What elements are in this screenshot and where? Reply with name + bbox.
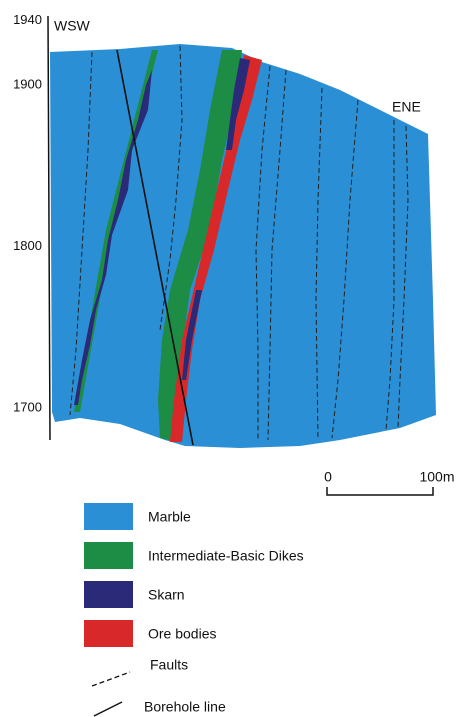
scale-bar [326,487,434,496]
elevation-label: 1900 [13,76,42,91]
legend-label: Marble [148,509,191,525]
west-label: WSW [54,18,91,34]
elevation-label: 1940 [13,12,42,27]
legend-label: Ore bodies [148,626,216,642]
main-dike [158,50,242,442]
legend-swatch [84,503,133,530]
ore-body [170,55,262,442]
skarn-body [182,58,250,380]
elevation-label: 1800 [13,238,42,253]
thin-dike [74,50,158,412]
borehole [116,49,194,446]
legend-label: Borehole line [144,699,226,715]
fault-symbol [91,671,131,687]
legend-swatch [84,542,133,569]
legend-swatch [84,620,133,647]
legend-label: Skarn [148,587,185,603]
marble-body [50,44,436,448]
scale-start: 0 [324,469,332,485]
legend-swatch [84,581,133,608]
east-label: ENE [392,99,421,115]
elevation-axis [47,15,51,441]
borehole-symbol [93,701,123,717]
legend-label: Intermediate-Basic Dikes [148,548,304,564]
legend-label: Faults [150,657,188,673]
thin-skarn [74,70,152,405]
scale-end: 100m [419,469,454,485]
elevation-label: 1700 [13,399,42,414]
faults [69,45,409,441]
